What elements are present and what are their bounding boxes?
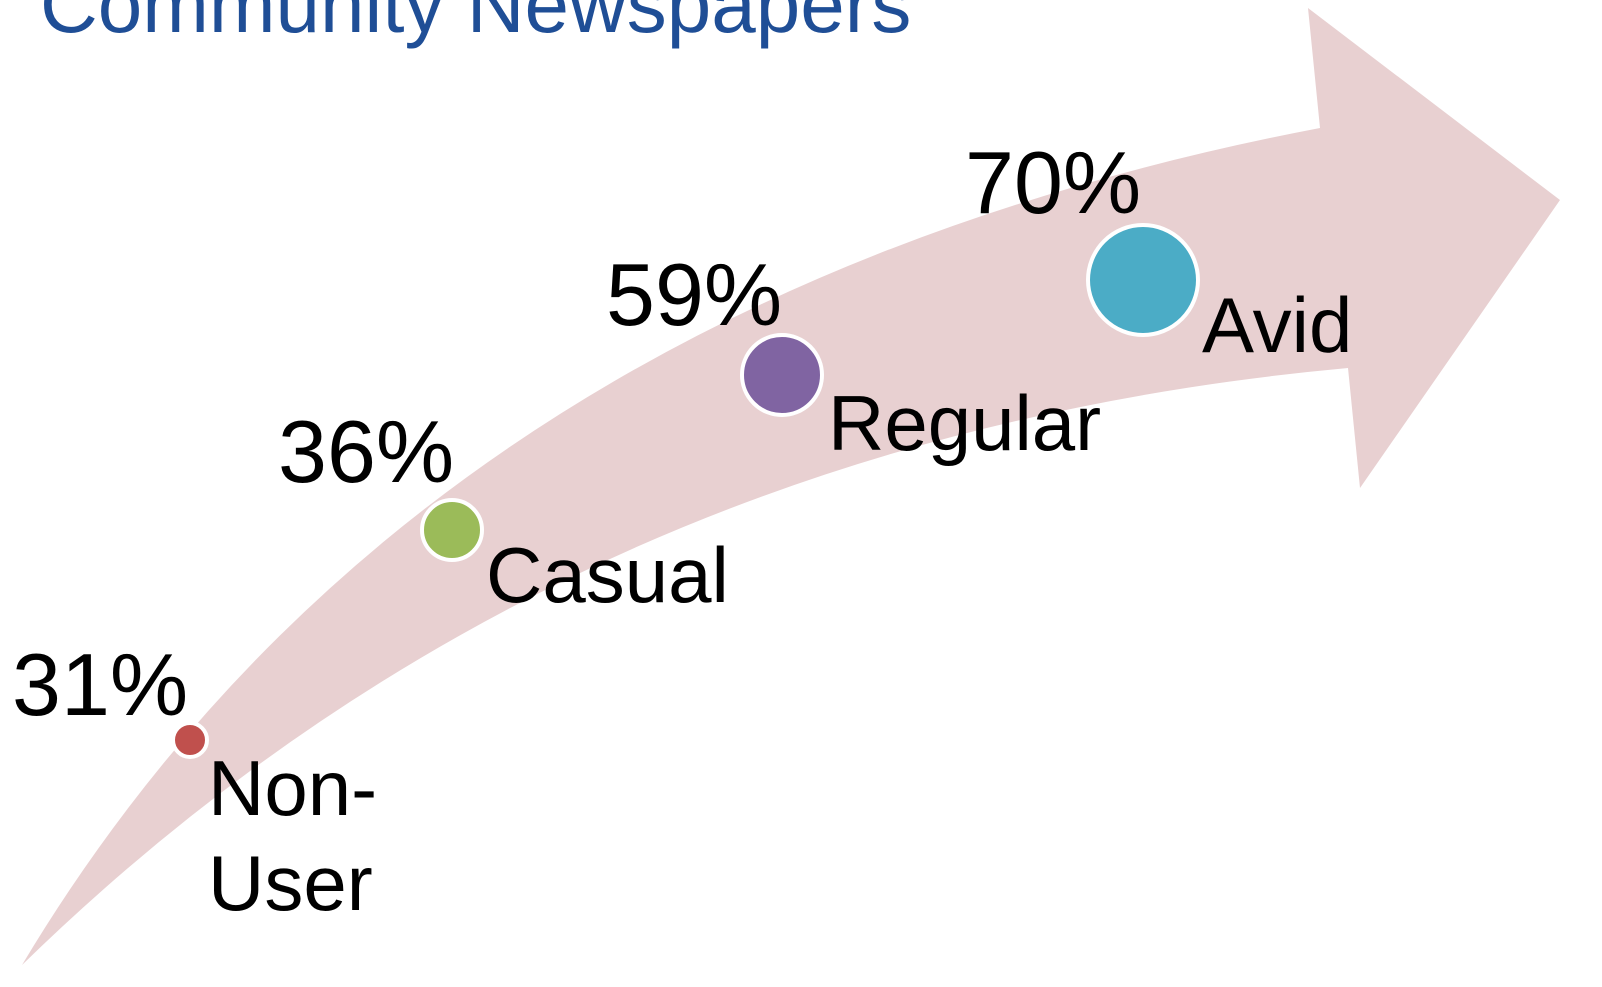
stage-label: Non- [208, 744, 377, 832]
stage-percent: 59% [606, 245, 782, 344]
stage-percent: 70% [965, 133, 1141, 232]
title: Community Newspapers [40, 0, 911, 49]
stage-dot [1086, 223, 1200, 337]
stage-label: User [208, 839, 373, 927]
stage-dot [171, 721, 209, 759]
stage-label: Avid [1202, 281, 1352, 369]
stage-label: Casual [486, 531, 729, 619]
stage-dot [740, 333, 824, 417]
stage-dot [420, 498, 484, 562]
stage-label: Regular [828, 379, 1101, 467]
stage-percent: 36% [278, 402, 454, 501]
stage-percent: 31% [12, 635, 188, 734]
